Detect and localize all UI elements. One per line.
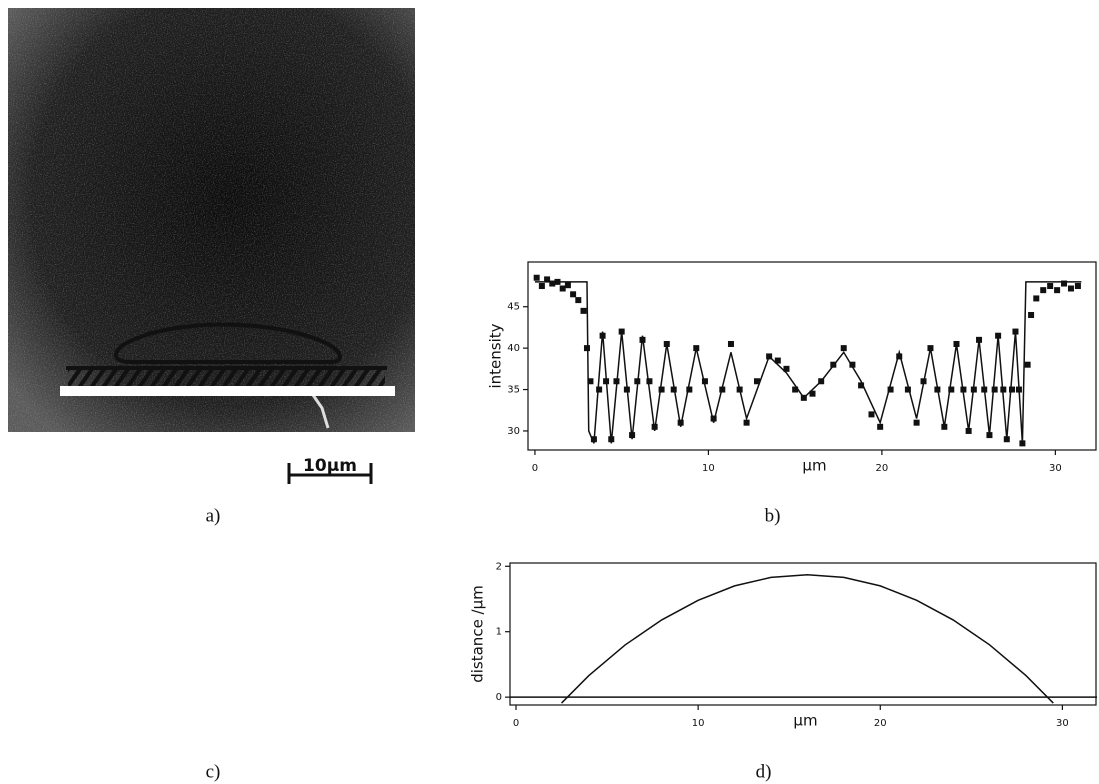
- data-point: [783, 365, 790, 372]
- data-point: [948, 386, 955, 393]
- y-tick-label: 40: [507, 343, 520, 354]
- data-point: [686, 386, 693, 393]
- y-tick-label: 2: [496, 561, 502, 572]
- data-point: [559, 285, 566, 292]
- x-axis-label: μm: [802, 457, 826, 475]
- data-point: [991, 386, 998, 393]
- data-point: [849, 361, 856, 368]
- data-point: [809, 390, 816, 397]
- data-point: [913, 419, 920, 426]
- droplet: [114, 322, 342, 364]
- data-point: [840, 345, 847, 352]
- data-point: [701, 378, 708, 385]
- data-point: [753, 378, 760, 385]
- data-point: [1024, 361, 1031, 368]
- data-point: [710, 415, 717, 422]
- x-axis-label: μm: [793, 712, 817, 730]
- data-point: [1074, 283, 1081, 290]
- data-point: [774, 357, 781, 364]
- data-point: [533, 274, 540, 281]
- x-tick-label: 30: [1056, 718, 1069, 729]
- x-tick-label: 0: [532, 463, 538, 474]
- data-line: [561, 574, 1054, 704]
- plot-frame: [509, 562, 1097, 706]
- x-tick-label: 10: [702, 463, 715, 474]
- data-point: [646, 378, 653, 385]
- scale-bar-label: 10μm: [303, 456, 357, 476]
- data-point: [896, 353, 903, 360]
- data-point: [580, 307, 587, 314]
- x-tick-label: 20: [874, 718, 887, 729]
- data-point: [1033, 295, 1040, 302]
- data-point: [538, 283, 545, 290]
- y-axis-label: distance /μm: [469, 585, 487, 683]
- panel-caption: d): [756, 761, 772, 782]
- plot-frame: [527, 261, 1097, 451]
- x-tick-label: 30: [1049, 463, 1062, 474]
- data-point: [587, 378, 594, 385]
- data-point: [1028, 312, 1035, 319]
- data-point: [1047, 283, 1054, 290]
- panel-caption: c): [206, 761, 221, 782]
- panel-caption: b): [765, 505, 781, 526]
- y-tick-label: 1: [496, 627, 502, 638]
- data-line: [534, 281, 1082, 444]
- y-tick-label: 35: [507, 385, 520, 396]
- data-point: [887, 386, 894, 393]
- data-point: [583, 345, 590, 352]
- data-point: [544, 276, 551, 283]
- y-tick-label: 45: [507, 302, 520, 313]
- y-tick-label: 30: [507, 426, 520, 437]
- hatch-mask: [60, 386, 395, 396]
- data-point: [1008, 386, 1015, 393]
- scale-bar: [287, 463, 373, 484]
- data-point: [575, 297, 582, 304]
- data-point: [792, 386, 799, 393]
- data-point: [549, 280, 556, 287]
- data-point: [1040, 287, 1047, 294]
- micrograph-panel: 10μm a): [8, 8, 415, 526]
- data-point: [596, 386, 603, 393]
- substrate-hatch: [68, 370, 385, 386]
- data-point: [1067, 285, 1074, 292]
- x-tick-label: 10: [692, 718, 705, 729]
- y-axis-label: intensity: [487, 323, 505, 388]
- data-point: [868, 411, 875, 418]
- x-tick-label: 0: [513, 718, 519, 729]
- data-point: [904, 386, 911, 393]
- y-tick-label: 0: [496, 692, 502, 703]
- data-point: [1061, 280, 1068, 287]
- data-point: [1054, 287, 1061, 294]
- data-point: [858, 382, 865, 389]
- droplet-diagram: c): [60, 322, 395, 782]
- data-point: [877, 423, 884, 430]
- data-point: [658, 386, 665, 393]
- x-tick-label: 20: [876, 463, 889, 474]
- micrograph-streak: [311, 394, 330, 429]
- panel-caption: a): [206, 505, 221, 526]
- data-point: [564, 282, 571, 289]
- data-point: [743, 419, 750, 426]
- data-point: [570, 291, 577, 298]
- data-point: [727, 340, 734, 347]
